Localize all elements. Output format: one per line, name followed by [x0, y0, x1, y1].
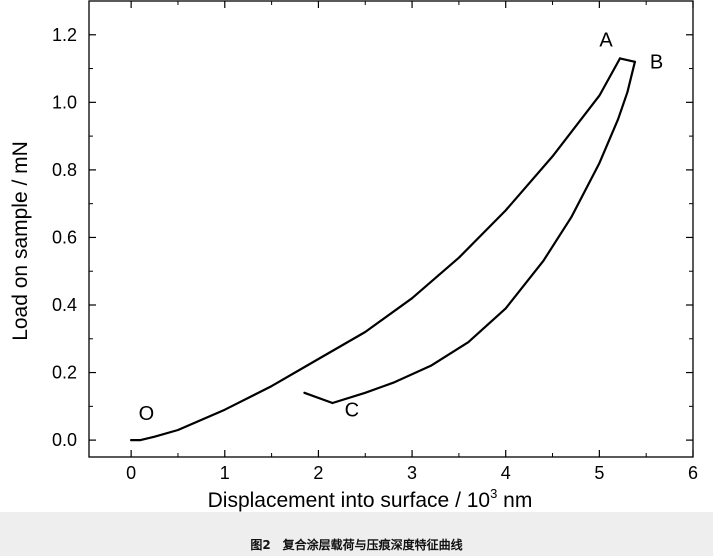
- y-axis-label: Load on sample / mN: [9, 141, 32, 341]
- point-label-a: A: [599, 30, 613, 52]
- x-axis-label-unit: nm: [497, 489, 532, 512]
- x-tick-label: 2: [313, 463, 323, 483]
- curve-segment-1: [130, 57, 622, 442]
- x-tick-label: 5: [594, 463, 604, 483]
- curve-segment-4: [303, 391, 334, 405]
- x-tick-label: 4: [501, 463, 511, 483]
- point-label-c: C: [345, 399, 359, 421]
- caption-band: 图2 复合涂层载荷与压痕深度特征曲线: [0, 512, 713, 556]
- y-tick-labels: 0.0 0.2 0.4 0.6 0.8 1.0 1.2: [52, 25, 77, 450]
- y-tick-label: 0.2: [52, 363, 77, 383]
- x-axis-label-exponent: 3: [490, 486, 497, 501]
- curve-segment-2: [618, 57, 636, 63]
- x-tick-label: 6: [688, 463, 698, 483]
- x-axis-label-main: Displacement into surface / 10: [208, 489, 490, 512]
- y-tick-label: 0.4: [52, 295, 77, 315]
- plot-frame: [88, 0, 694, 458]
- axis-ticks: [89, 1, 694, 457]
- curve-segment-3: [331, 60, 636, 405]
- figure-caption: 图2 复合涂层载荷与压痕深度特征曲线: [250, 538, 463, 552]
- y-tick-label: 0.8: [52, 160, 77, 180]
- point-label-b: B: [650, 52, 663, 74]
- point-label-o: O: [139, 403, 155, 425]
- x-tick-label: 1: [220, 463, 230, 483]
- y-tick-label: 1.2: [52, 25, 77, 45]
- y-tick-label: 0.6: [52, 227, 77, 247]
- load-curves: [130, 57, 636, 442]
- y-tick-label: 1.0: [52, 92, 77, 112]
- x-tick-label: 0: [126, 463, 136, 483]
- x-tick-labels: 0 1 2 3 4 5 6: [126, 463, 698, 483]
- point-annotations: A B C O: [139, 30, 664, 425]
- x-tick-label: 3: [407, 463, 417, 483]
- x-axis-label: Displacement into surface / 103 nm: [208, 486, 533, 512]
- y-tick-label: 0.0: [52, 430, 77, 450]
